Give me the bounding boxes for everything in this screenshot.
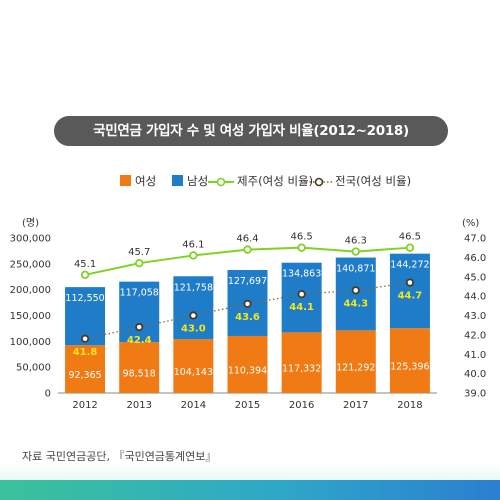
chart-title: 국민연금 가입자 수 및 여성 가입자 비율(2012~2018) (54, 116, 448, 146)
bar-male-label: 140,871 (336, 264, 375, 275)
legend-item-male: 남성 (172, 172, 208, 190)
y-axis-left-unit: (명) (22, 217, 39, 229)
y-right-tick-label: 42.0 (464, 330, 486, 341)
y-right-tick-label: 44.0 (464, 292, 486, 303)
y-right-tick-label: 41.0 (464, 350, 486, 361)
y-right-tick-label: 45.0 (464, 272, 486, 283)
bar-female (65, 345, 106, 393)
jeju-point (135, 258, 144, 268)
national-point-label: 44.7 (398, 291, 423, 302)
x-tick-label: 2016 (289, 400, 314, 411)
y-left-tick-label: 0 (45, 389, 51, 400)
bar-female (389, 328, 430, 393)
national-point (351, 286, 360, 295)
national-point-label: 44.1 (289, 302, 314, 313)
bar-female (119, 342, 160, 393)
chart-canvas: (명) (%) 0 50,000 100,000 150,000 200,000 250,00… (10, 217, 487, 411)
national-point (189, 311, 198, 320)
y-right-tick-label: 40.0 (464, 369, 486, 380)
bar-female-label: 121,292 (336, 363, 375, 374)
y-right-tick-label: 46.0 (464, 253, 486, 264)
national-point (297, 290, 306, 299)
national-point-label: 44.3 (343, 298, 368, 309)
bar-female (173, 339, 214, 393)
national-point (243, 299, 252, 308)
legend-female-swatch (120, 175, 131, 186)
bar-male-label: 112,550 (65, 293, 104, 304)
source-note: 자료 국민연금공단, 『국민연금통계연보』 (22, 450, 217, 463)
x-tick-label: 2013 (126, 400, 151, 411)
y-left-tick-label: 150,000 (10, 311, 51, 322)
legend-item-jeju: 제주(여성 비율) (208, 172, 313, 190)
x-tick-label: 2015 (235, 400, 260, 411)
y-left-tick-label: 100,000 (10, 337, 51, 348)
national-point-label: 43.0 (181, 324, 206, 335)
bar-male (119, 281, 160, 343)
national-point-label: 41.8 (73, 347, 98, 358)
jeju-point-label: 46.5 (399, 232, 421, 243)
bar-male (173, 276, 214, 340)
bar-male-label: 121,758 (174, 282, 213, 293)
legend-national-label: 전국(여성 비율) (335, 174, 412, 188)
bar-female-label: 125,396 (390, 362, 429, 373)
national-point (80, 334, 90, 343)
jeju-point (405, 243, 415, 252)
jeju-point-label: 46.4 (236, 234, 258, 245)
national-point (405, 278, 415, 287)
legend-female-label: 여성 (135, 174, 157, 188)
bar-male (389, 253, 430, 329)
y-right-tick-label: 39.0 (464, 389, 486, 400)
national-point-label: 42.4 (127, 335, 152, 346)
bar-female-label: 92,365 (68, 370, 101, 381)
legend-jeju-label: 제주(여성 비율) (237, 174, 314, 188)
bar-female (281, 332, 322, 393)
jeju-point-label: 46.1 (182, 239, 204, 250)
bar-female-label: 110,394 (228, 365, 267, 376)
jeju-point-label: 46.3 (345, 236, 367, 247)
jeju-point (351, 247, 360, 256)
y-left-tick-label: 50,000 (16, 363, 51, 374)
jeju-point-label: 45.7 (128, 247, 150, 258)
bar-female (227, 335, 268, 393)
jeju-point-label: 45.1 (74, 259, 96, 270)
national-point-label: 43.6 (235, 312, 260, 323)
x-tick-label: 2017 (343, 400, 368, 411)
jeju-point (189, 251, 198, 260)
y-axis-right-unit: (%) (462, 218, 479, 229)
legend-jeju-line-icon (208, 177, 234, 186)
bottom-fade (0, 462, 500, 480)
legend-national-line-icon (306, 177, 332, 186)
legend-male-label: 남성 (187, 174, 209, 188)
bar-male-label: 117,058 (120, 288, 159, 299)
bar-female (335, 330, 376, 393)
bar-male-label: 134,863 (282, 269, 321, 280)
legend: 여성 남성 제주(여성 비율) 전국(여성 비율) (0, 172, 500, 190)
y-left-tick-label: 250,000 (10, 259, 51, 270)
bottom-band (0, 480, 500, 500)
jeju-point (80, 270, 90, 280)
y-right-tick-label: 43.0 (464, 311, 486, 322)
bar-female-label: 98,518 (123, 369, 156, 380)
jeju-point-label: 46.5 (291, 232, 313, 243)
national-point (135, 323, 144, 332)
legend-item-national: 전국(여성 비율) (306, 172, 411, 190)
bar-female-label: 117,332 (282, 364, 321, 375)
bar-female-label: 104,143 (174, 367, 213, 378)
y-left-tick-label: 300,000 (10, 234, 51, 245)
y-left-tick-label: 200,000 (10, 285, 51, 296)
legend-item-female: 여성 (120, 172, 156, 190)
bar-male-label: 144,272 (390, 260, 429, 271)
x-tick-label: 2012 (72, 400, 97, 411)
x-tick-label: 2018 (397, 400, 422, 411)
legend-male-swatch (172, 175, 183, 186)
x-tick-label: 2014 (181, 400, 206, 411)
jeju-point (297, 243, 306, 252)
y-right-tick-label: 47.0 (464, 234, 486, 245)
jeju-point (243, 245, 252, 254)
bar-male-label: 127,697 (228, 276, 267, 287)
